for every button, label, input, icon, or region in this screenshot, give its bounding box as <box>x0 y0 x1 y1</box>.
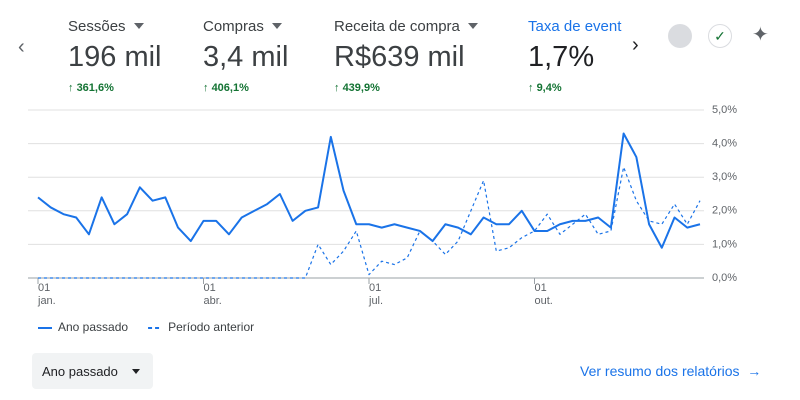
sparkle-icon[interactable]: ✦ <box>752 24 769 46</box>
metric-value: 1,7% <box>528 41 595 73</box>
prev-arrow[interactable]: ‹ <box>18 36 25 58</box>
insights-icon[interactable] <box>668 24 692 48</box>
metric-name: Sessões <box>68 18 126 35</box>
metric-name: Compras <box>203 18 264 35</box>
y-tick-label: 1,0% <box>712 238 737 250</box>
metric[interactable]: Taxa de evento 1,7% ↑ 9,4% <box>528 18 622 94</box>
metric-name: Receita de compra <box>334 18 460 35</box>
metric-change: 406,1% <box>211 82 249 94</box>
check-icon[interactable]: ✓ <box>708 24 732 48</box>
x-tick-label: 01 abr. <box>203 282 222 307</box>
link-text: Ver resumo dos relatórios <box>580 363 740 379</box>
y-tick-label: 0,0% <box>712 272 737 284</box>
next-arrow[interactable]: › <box>632 34 639 56</box>
x-tick-label: 01 jul. <box>369 282 384 307</box>
metric-change: 361,6% <box>76 82 114 94</box>
period-label: Ano passado <box>42 364 118 379</box>
metric[interactable]: Sessões 196 mil ↑ 361,6% <box>68 18 162 94</box>
period-dropdown[interactable]: Ano passado <box>32 353 153 389</box>
metric-name: Taxa de evento <box>528 18 622 35</box>
metric[interactable]: Compras 3,4 mil ↑ 406,1% <box>203 18 289 94</box>
metric-change: 9,4% <box>536 82 562 94</box>
series-line <box>38 166 701 279</box>
metric-value: 196 mil <box>68 41 162 73</box>
metric-value: R$639 mil <box>334 41 465 73</box>
report-link[interactable]: Ver resumo dos relatórios → <box>580 363 762 379</box>
metric-value: 3,4 mil <box>203 41 289 73</box>
metric[interactable]: Receita de compra R$639 mil ↑ 439,9% <box>334 18 478 94</box>
y-tick-label: 2,0% <box>712 205 737 217</box>
x-tick-label: 01 jan. <box>38 282 56 307</box>
y-tick-label: 4,0% <box>712 138 737 150</box>
series-line <box>37 132 701 249</box>
legend-label: Ano passado <box>58 320 128 334</box>
y-tick-label: 3,0% <box>712 171 737 183</box>
y-tick-label: 5,0% <box>712 104 737 116</box>
metric-change: 439,9% <box>342 82 380 94</box>
x-tick-label: 01 out. <box>534 282 553 307</box>
legend-label: Período anterior <box>168 320 254 334</box>
